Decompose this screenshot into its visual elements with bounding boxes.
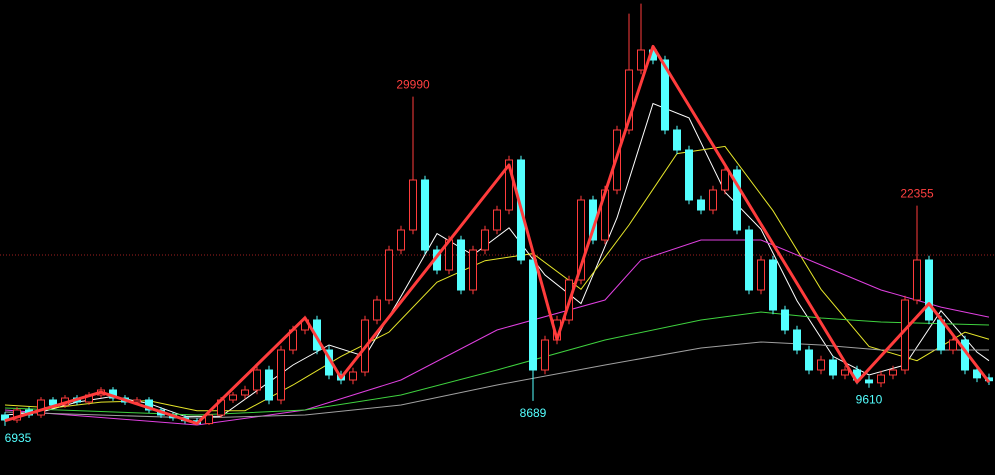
extreme-label: 22355 xyxy=(900,187,934,201)
candle-body xyxy=(781,309,789,331)
extreme-label: 6935 xyxy=(5,431,32,445)
candle-body xyxy=(877,374,885,384)
extreme-label: 29990 xyxy=(396,78,430,92)
candle-body xyxy=(457,239,465,291)
candle-body xyxy=(697,199,705,211)
candle-body xyxy=(133,399,141,403)
trend-line xyxy=(4,44,991,426)
candle-body xyxy=(733,169,741,231)
candle-body xyxy=(265,369,273,401)
candle-body xyxy=(841,369,849,376)
candle-body xyxy=(745,229,753,291)
candle-body xyxy=(757,259,765,291)
candle-body xyxy=(205,414,213,425)
candle-body xyxy=(385,249,393,301)
candle-body xyxy=(901,299,909,371)
candle-body xyxy=(913,259,921,301)
candle-body xyxy=(373,299,381,321)
candle-body xyxy=(769,259,777,311)
candle-body xyxy=(229,394,237,401)
candle-body xyxy=(409,179,417,231)
candle-body xyxy=(925,259,933,321)
candle-body xyxy=(469,249,477,291)
candle-body xyxy=(889,369,897,376)
extreme-label: 8689 xyxy=(520,406,547,420)
candle-body xyxy=(817,359,825,371)
candle-body xyxy=(37,399,45,416)
candle-body xyxy=(949,339,957,351)
candle-body xyxy=(721,169,729,191)
candle-body xyxy=(493,209,501,231)
candle-body xyxy=(793,329,801,351)
candle-body xyxy=(709,189,717,211)
candle-body xyxy=(541,339,549,371)
candle-body xyxy=(673,129,681,151)
candle-body xyxy=(241,389,249,396)
candle-body xyxy=(529,259,537,371)
moving-average-line xyxy=(4,341,989,419)
extreme-label: 9610 xyxy=(856,393,883,407)
candle-body xyxy=(481,229,489,251)
candle-body xyxy=(421,179,429,251)
candle-body xyxy=(661,59,669,131)
candle-body xyxy=(253,369,261,391)
candle-body xyxy=(397,229,405,251)
candle-body xyxy=(865,379,873,384)
candle-body xyxy=(637,49,645,71)
candle-body xyxy=(505,159,513,211)
candle-body xyxy=(973,369,981,379)
candle-body xyxy=(625,69,633,131)
candle-body xyxy=(685,149,693,201)
moving-average-line xyxy=(4,239,990,426)
moving-average-line xyxy=(4,145,990,412)
candle-body xyxy=(277,349,285,401)
candle-body xyxy=(829,359,837,376)
candle-body xyxy=(805,349,813,371)
candle-body xyxy=(577,199,585,281)
candle-body xyxy=(145,399,153,411)
moving-average-line xyxy=(4,311,990,416)
candle-body xyxy=(349,371,357,381)
